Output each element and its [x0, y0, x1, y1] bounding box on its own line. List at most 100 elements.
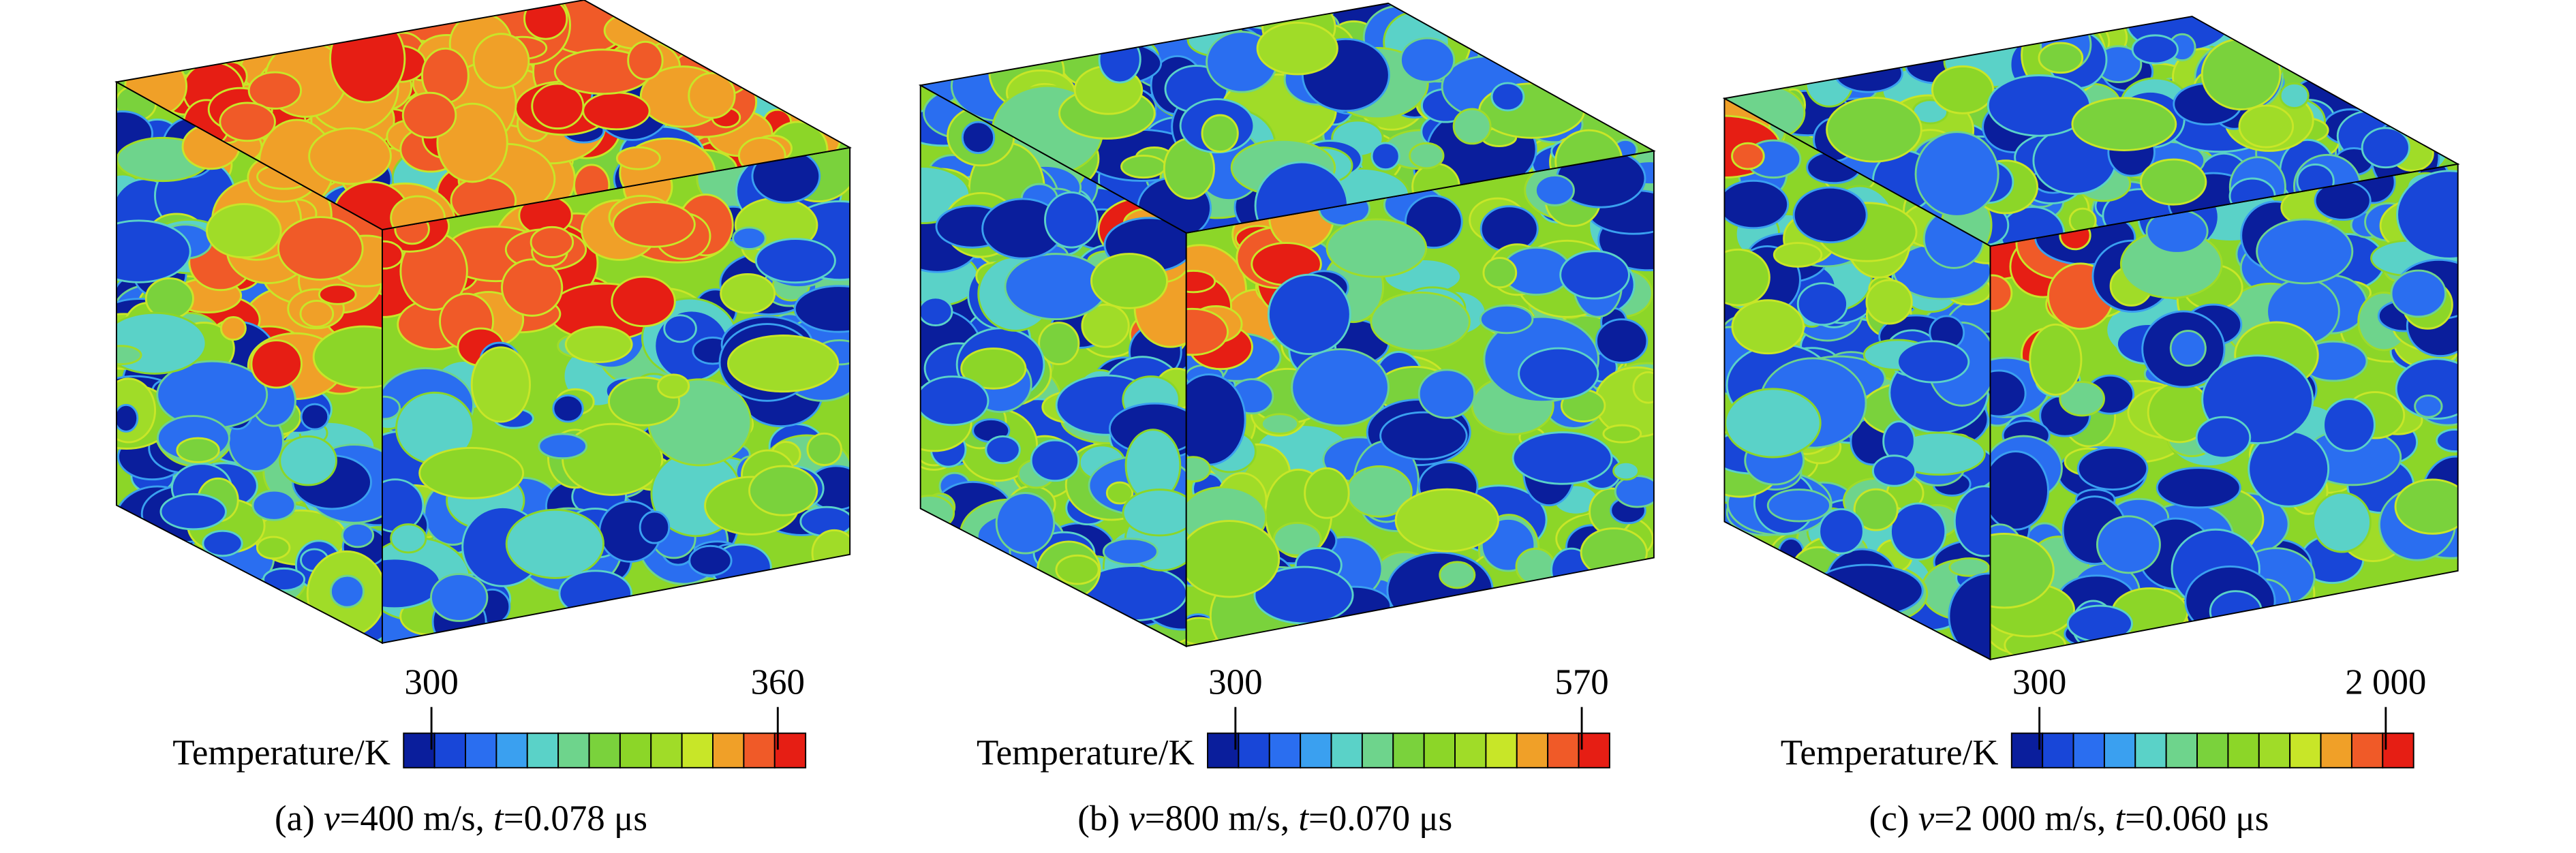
colorbar-min-label: 300	[1208, 662, 1262, 702]
temperature-blob	[430, 573, 489, 622]
temperature-blob	[2169, 330, 2207, 367]
temperature-blob	[2361, 127, 2410, 169]
colorbar-max-label: 360	[751, 662, 805, 702]
colorbar-swatch	[2196, 732, 2229, 769]
temperature-blob	[523, 0, 568, 40]
temperature-blob	[505, 508, 604, 579]
temperature-blob	[1325, 218, 1428, 278]
temperature-blob	[1731, 142, 1765, 170]
colorbar-swatch	[557, 732, 590, 769]
caption-part: t	[2115, 798, 2126, 838]
colorbar-swatch	[2072, 732, 2105, 769]
colorbar-swatch	[2382, 732, 2414, 769]
temperature-blob	[920, 296, 953, 327]
temperature-blob	[726, 335, 840, 393]
temperature-blob	[2322, 398, 2376, 452]
temperature-blob	[1512, 431, 1613, 485]
temperature-blob	[1809, 563, 1924, 618]
temperature-blob	[920, 375, 990, 427]
temperature-blob	[1291, 348, 1390, 427]
caption-part: =800 m/s,	[1145, 798, 1299, 838]
colorbar-swatch	[1392, 732, 1425, 769]
temperature-blob	[1853, 488, 1899, 531]
temperature-blob	[1871, 454, 1917, 487]
colorbar-swatch	[650, 732, 683, 769]
panel: 300 360 Temperature/K (a) v=400 m/s, t=0.07…	[114, 0, 852, 838]
temperature-blob	[582, 91, 651, 131]
temperature-blob	[558, 570, 633, 617]
colorbar-swatch	[2227, 732, 2260, 769]
temperature-blob	[1186, 456, 1212, 483]
caption-part: v	[1918, 798, 1935, 838]
cube	[918, 2, 1656, 648]
cube-face	[382, 147, 850, 643]
temperature-blob	[552, 394, 584, 423]
temperature-blob	[1559, 250, 1630, 300]
temperature-blob	[1724, 388, 1822, 459]
caption-part: (b)	[1077, 798, 1129, 838]
temperature-blob	[1773, 242, 1823, 268]
temperature-blob	[806, 432, 842, 467]
temperature-blob	[1201, 114, 1239, 153]
temperature-blob	[961, 121, 996, 155]
temperature-blob	[1948, 557, 1990, 577]
caption-part: (c)	[1869, 798, 1918, 838]
temperature-blob	[2038, 42, 2084, 74]
temperature-blob	[732, 226, 767, 250]
temperature-blob	[1370, 142, 1400, 171]
colorbar-swatch	[712, 732, 745, 769]
temperature-blob	[1479, 305, 1534, 335]
colorbar-label: Temperature/K	[977, 733, 1195, 773]
temperature-blob	[1030, 439, 1080, 482]
temperature-blob	[1400, 37, 1456, 83]
temperature-blob	[1897, 340, 1970, 384]
temperature-blob	[202, 529, 243, 557]
temperature-blob	[1186, 269, 1216, 294]
temperature-blob	[2156, 467, 2241, 509]
temperature-blob	[1490, 82, 1525, 112]
temperature-blob	[1990, 369, 2027, 418]
temperature-blob	[1602, 424, 1642, 444]
temperature-blob	[300, 403, 330, 431]
caption: (b) v=800 m/s, t=0.070 μs	[1077, 798, 1452, 838]
temperature-blob	[1370, 291, 1471, 352]
temperature-blob	[250, 339, 303, 389]
temperature-blob	[562, 422, 664, 496]
panel: 300 2 000 Temperature/K (c) v=2 000 m/s, t=…	[1722, 16, 2460, 838]
colorbar-swatch	[465, 732, 497, 769]
colorbar-swatch	[1268, 732, 1302, 769]
temperature-blob	[1953, 485, 1991, 557]
colorbar-label: Temperature/K	[1781, 733, 1999, 773]
temperature-blob	[390, 523, 427, 554]
temperature-blob	[247, 71, 303, 110]
temperature-blob	[1186, 520, 1281, 598]
temperature-blob	[663, 314, 697, 343]
temperature-blob	[2029, 323, 2083, 396]
temperature-blob	[1055, 554, 1100, 585]
temperature-blob	[1090, 253, 1169, 309]
colorbar-swatch	[403, 732, 435, 769]
cube	[114, 0, 852, 645]
temperature-blob	[748, 465, 818, 516]
temperature-blob	[627, 40, 664, 80]
temperature-blob	[2076, 446, 2149, 491]
temperature-blob	[2256, 218, 2354, 285]
temperature-blob	[1272, 522, 1322, 557]
temperature-blob	[1081, 303, 1130, 348]
temperature-blob	[1865, 279, 1913, 325]
temperature-blob	[615, 146, 661, 170]
temperature-blob	[299, 299, 335, 328]
colorbar-swatch	[681, 732, 714, 769]
temperature-blob	[1890, 502, 1947, 561]
temperature-blob	[2394, 478, 2458, 535]
temperature-blob	[472, 33, 530, 89]
cube-face	[920, 3, 1654, 233]
temperature-blob	[1724, 248, 1770, 307]
temperature-blob	[2059, 381, 2105, 417]
temperature-blob	[312, 325, 382, 389]
colorbar-swatch	[773, 732, 807, 769]
colorbar-swatch	[1207, 732, 1240, 769]
colorbar-swatch	[1547, 732, 1580, 769]
caption-part: t	[1298, 798, 1309, 838]
temperature-blob	[470, 346, 532, 423]
